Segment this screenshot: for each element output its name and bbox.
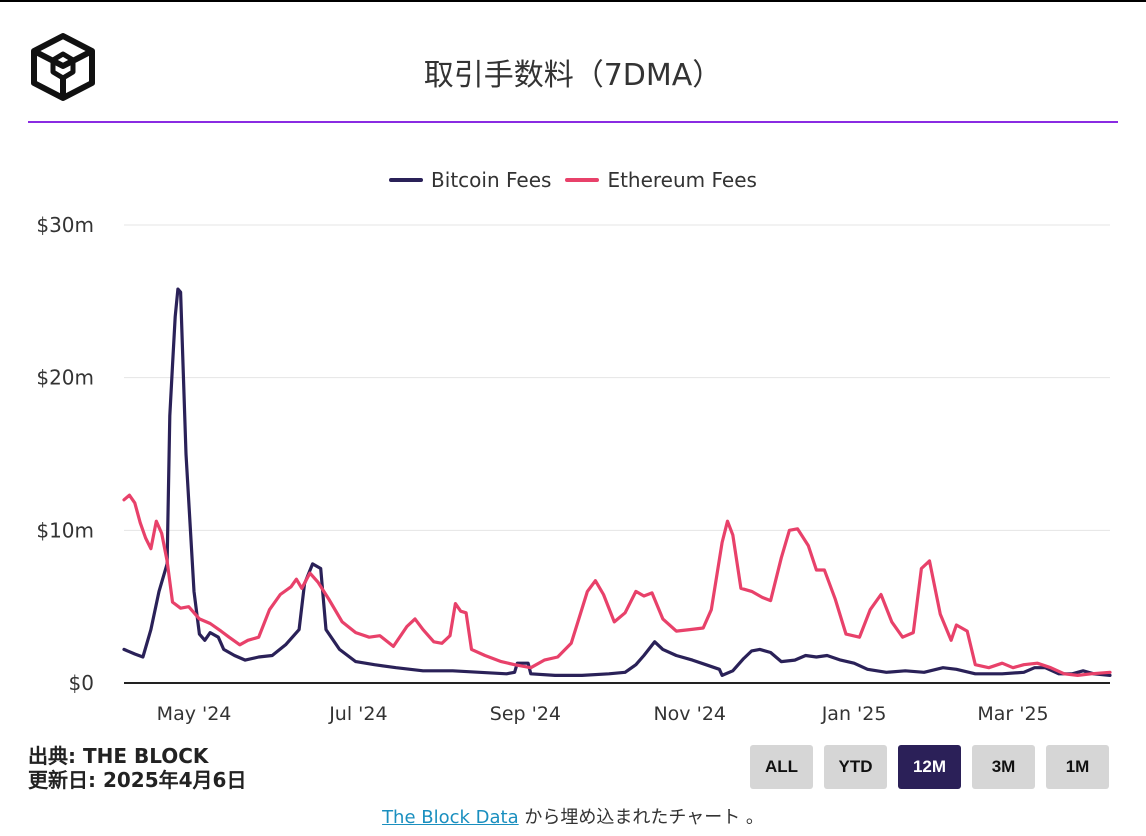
the-block-data-link[interactable]: The Block Data [382,807,519,828]
range-button-all[interactable]: ALL [750,745,813,789]
legend-swatch-bitcoin [389,178,424,182]
source-info: 出典: THE BLOCK 更新日: 2025年4月6日 [28,744,246,792]
y-axis-ticks: $0 $10m $20m $30m [36,213,94,695]
top-border [0,0,1146,2]
range-button-ytd[interactable]: YTD [824,745,887,789]
fees-line-chart: $0 $10m $20m $30m May '24 Jul '24 Sep '24 Nov … [36,213,1112,725]
x-tick-label: Nov '24 [653,703,726,725]
range-selector: ALL YTD 12M 3M 1M [750,745,1109,789]
chart-title: 取引手数料（7DMA） [423,58,723,93]
x-tick-label: Jul '24 [328,703,387,725]
the-block-logo [31,33,95,101]
series-line-ethereum [122,493,1112,677]
legend-label-bitcoin: Bitcoin Fees [431,168,552,192]
x-tick-label: Sep '24 [490,703,561,725]
x-tick-label: Jan '25 [821,703,887,725]
range-button-3m[interactable]: 3M [972,745,1035,789]
y-tick-label: $30m [36,213,94,237]
updated-line: 更新日: 2025年4月6日 [28,768,247,792]
legend-item-bitcoin[interactable]: Bitcoin Fees [389,168,551,192]
x-tick-label: May '24 [157,703,232,725]
series-line-bitcoin [122,287,1112,677]
legend-label-ethereum: Ethereum Fees [607,168,757,192]
x-axis-ticks: May '24 Jul '24 Sep '24 Nov '24 Jan '25 Mar '… [157,703,1049,725]
chart-legend: Bitcoin Fees Ethereum Fees [0,168,1146,192]
legend-swatch-ethereum [565,178,600,182]
legend-item-ethereum[interactable]: Ethereum Fees [565,168,757,192]
title-divider [28,121,1118,123]
y-tick-label: $0 [69,671,94,695]
y-tick-label: $10m [36,518,94,542]
embed-suffix: から埋め込まれたチャート 。 [518,807,764,828]
embed-note: The Block Data から埋め込まれたチャート 。 [0,803,1146,829]
range-button-12m[interactable]: 12M [898,745,961,789]
y-tick-label: $20m [36,366,94,390]
chart-series [122,287,1112,677]
x-tick-label: Mar '25 [977,703,1048,725]
chart-grid [124,224,1110,684]
source-line: 出典: THE BLOCK [28,744,209,768]
range-button-1m[interactable]: 1M [1046,745,1109,789]
